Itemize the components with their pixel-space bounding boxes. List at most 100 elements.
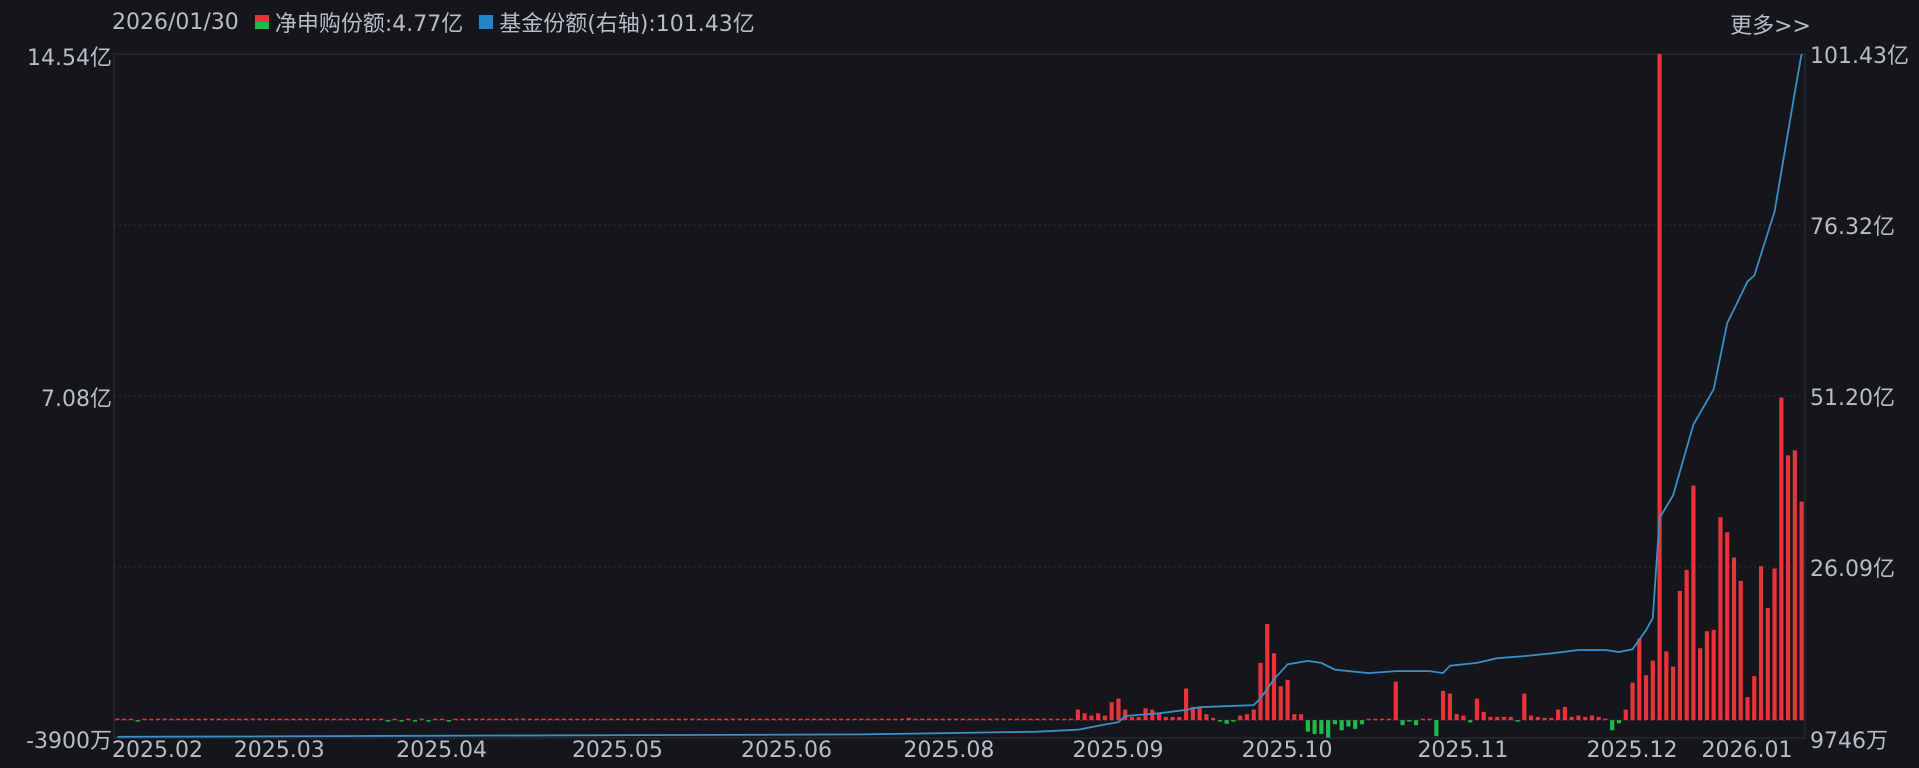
net-subscription-bar	[277, 718, 282, 721]
net-subscription-bar	[1123, 709, 1128, 721]
net-subscription-bar	[609, 718, 614, 721]
net-subscription-bar	[257, 718, 262, 721]
net-subscription-bar	[1725, 532, 1730, 721]
net-subscription-bar	[866, 718, 871, 721]
net-subscription-bar	[1035, 718, 1040, 721]
net-subscription-bar	[1082, 713, 1087, 721]
net-subscription-bar	[575, 718, 580, 721]
net-subscription-bar	[1677, 590, 1682, 721]
net-subscription-bar	[622, 718, 627, 721]
net-subscription-bar	[1116, 698, 1121, 721]
net-subscription-bar	[1305, 720, 1310, 732]
net-subscription-bar	[1792, 450, 1797, 721]
net-subscription-bar	[1021, 718, 1026, 721]
net-subscription-bar	[1204, 714, 1209, 721]
net-subscription-bar	[1481, 711, 1486, 721]
x-tick-label: 2025.10	[1241, 738, 1333, 763]
net-subscription-bar	[1075, 709, 1080, 721]
net-subscription-bar	[1109, 702, 1114, 721]
net-subscription-bar	[1285, 679, 1290, 721]
net-subscription-bar	[230, 718, 235, 721]
net-subscription-bar	[372, 718, 377, 721]
net-subscription-bar	[385, 720, 391, 722]
net-subscription-bar	[1326, 720, 1331, 738]
net-subscription-bar	[1150, 709, 1155, 721]
net-subscription-bar	[1603, 718, 1608, 721]
net-subscription-bar	[1441, 690, 1446, 721]
net-subscription-bar	[1129, 716, 1135, 721]
net-subscription-bar	[1576, 715, 1581, 721]
net-subscription-bar	[365, 718, 370, 721]
net-subscription-bar	[284, 718, 289, 721]
net-subscription-bar	[1170, 716, 1175, 721]
net-subscription-bar	[839, 718, 844, 721]
net-subscription-bar	[149, 718, 154, 721]
net-subscription-bar	[1779, 397, 1784, 721]
net-subscription-bar	[1447, 693, 1452, 721]
net-subscription-bar	[724, 718, 729, 721]
net-subscription-bar	[1028, 718, 1033, 721]
net-subscription-bar	[1583, 716, 1588, 721]
net-subscription-bar	[1522, 693, 1527, 721]
net-subscription-bar	[460, 718, 465, 721]
net-subscription-bar	[1001, 718, 1006, 721]
net-subscription-bar	[1752, 676, 1757, 721]
net-subscription-swatch-icon	[254, 15, 269, 29]
net-subscription-bar	[426, 720, 431, 722]
net-subscription-bar	[893, 718, 898, 721]
net-subscription-bar	[717, 718, 722, 721]
net-subscription-bar	[1251, 709, 1256, 721]
net-subscription-bar	[514, 718, 519, 721]
net-subscription-bar	[926, 718, 932, 721]
net-subscription-bar	[751, 718, 756, 721]
net-subscription-bar	[798, 718, 803, 721]
net-subscription-bar	[920, 718, 925, 721]
net-subscription-bar	[960, 718, 965, 721]
net-subscription-bar	[209, 718, 215, 721]
right-tick-label: 51.20亿	[1810, 386, 1895, 411]
net-subscription-bar	[1745, 697, 1750, 721]
net-subscription-bar	[906, 717, 911, 721]
net-subscription-bar	[379, 718, 384, 721]
net-subscription-bar	[1183, 688, 1189, 721]
net-subscription-bar	[1373, 718, 1378, 721]
net-subscription-bar	[629, 718, 634, 721]
net-subscription-bar	[135, 720, 140, 722]
net-subscription-bar	[1556, 709, 1561, 721]
net-subscription-bar	[669, 718, 675, 721]
x-tick-label: 2025.11	[1417, 738, 1509, 763]
net-subscription-bar	[764, 718, 769, 721]
net-subscription-bar	[784, 718, 790, 721]
net-subscription-bar	[649, 718, 654, 721]
net-subscription-bar	[1637, 638, 1642, 721]
net-subscription-bar	[1569, 716, 1574, 721]
net-subscription-bar	[1589, 715, 1595, 721]
net-subscription-bar	[196, 718, 201, 721]
net-subscription-bar	[521, 718, 526, 721]
x-tick-label: 2025.08	[903, 738, 995, 763]
net-subscription-bar	[392, 718, 397, 721]
net-subscription-bar	[1319, 720, 1324, 734]
net-subscription-bar	[1238, 715, 1243, 721]
net-subscription-bar	[913, 718, 918, 721]
right-tick-label: 101.43亿	[1810, 44, 1909, 69]
net-subscription-bar	[216, 718, 221, 721]
net-subscription-bar	[480, 718, 485, 721]
net-subscription-bar	[155, 718, 161, 721]
more-button[interactable]: 更多>>	[1730, 14, 1811, 39]
net-subscription-bar	[1664, 651, 1669, 721]
net-subscription-bar	[582, 718, 587, 721]
net-subscription-bar	[122, 718, 127, 721]
net-subscription-bar	[690, 718, 695, 721]
net-subscription-bar	[588, 718, 593, 721]
net-subscription-bar	[1265, 623, 1270, 721]
net-subscription-bar	[1353, 720, 1358, 729]
net-subscription-bar	[419, 718, 424, 721]
net-subscription-bar	[169, 718, 174, 721]
net-subscription-bar	[1190, 706, 1195, 721]
net-subscription-bar	[933, 718, 938, 721]
net-subscription-bar	[548, 718, 553, 721]
net-subscription-bar	[1596, 716, 1601, 721]
net-subscription-bar	[1650, 660, 1655, 721]
net-subscription-bar	[541, 718, 546, 721]
